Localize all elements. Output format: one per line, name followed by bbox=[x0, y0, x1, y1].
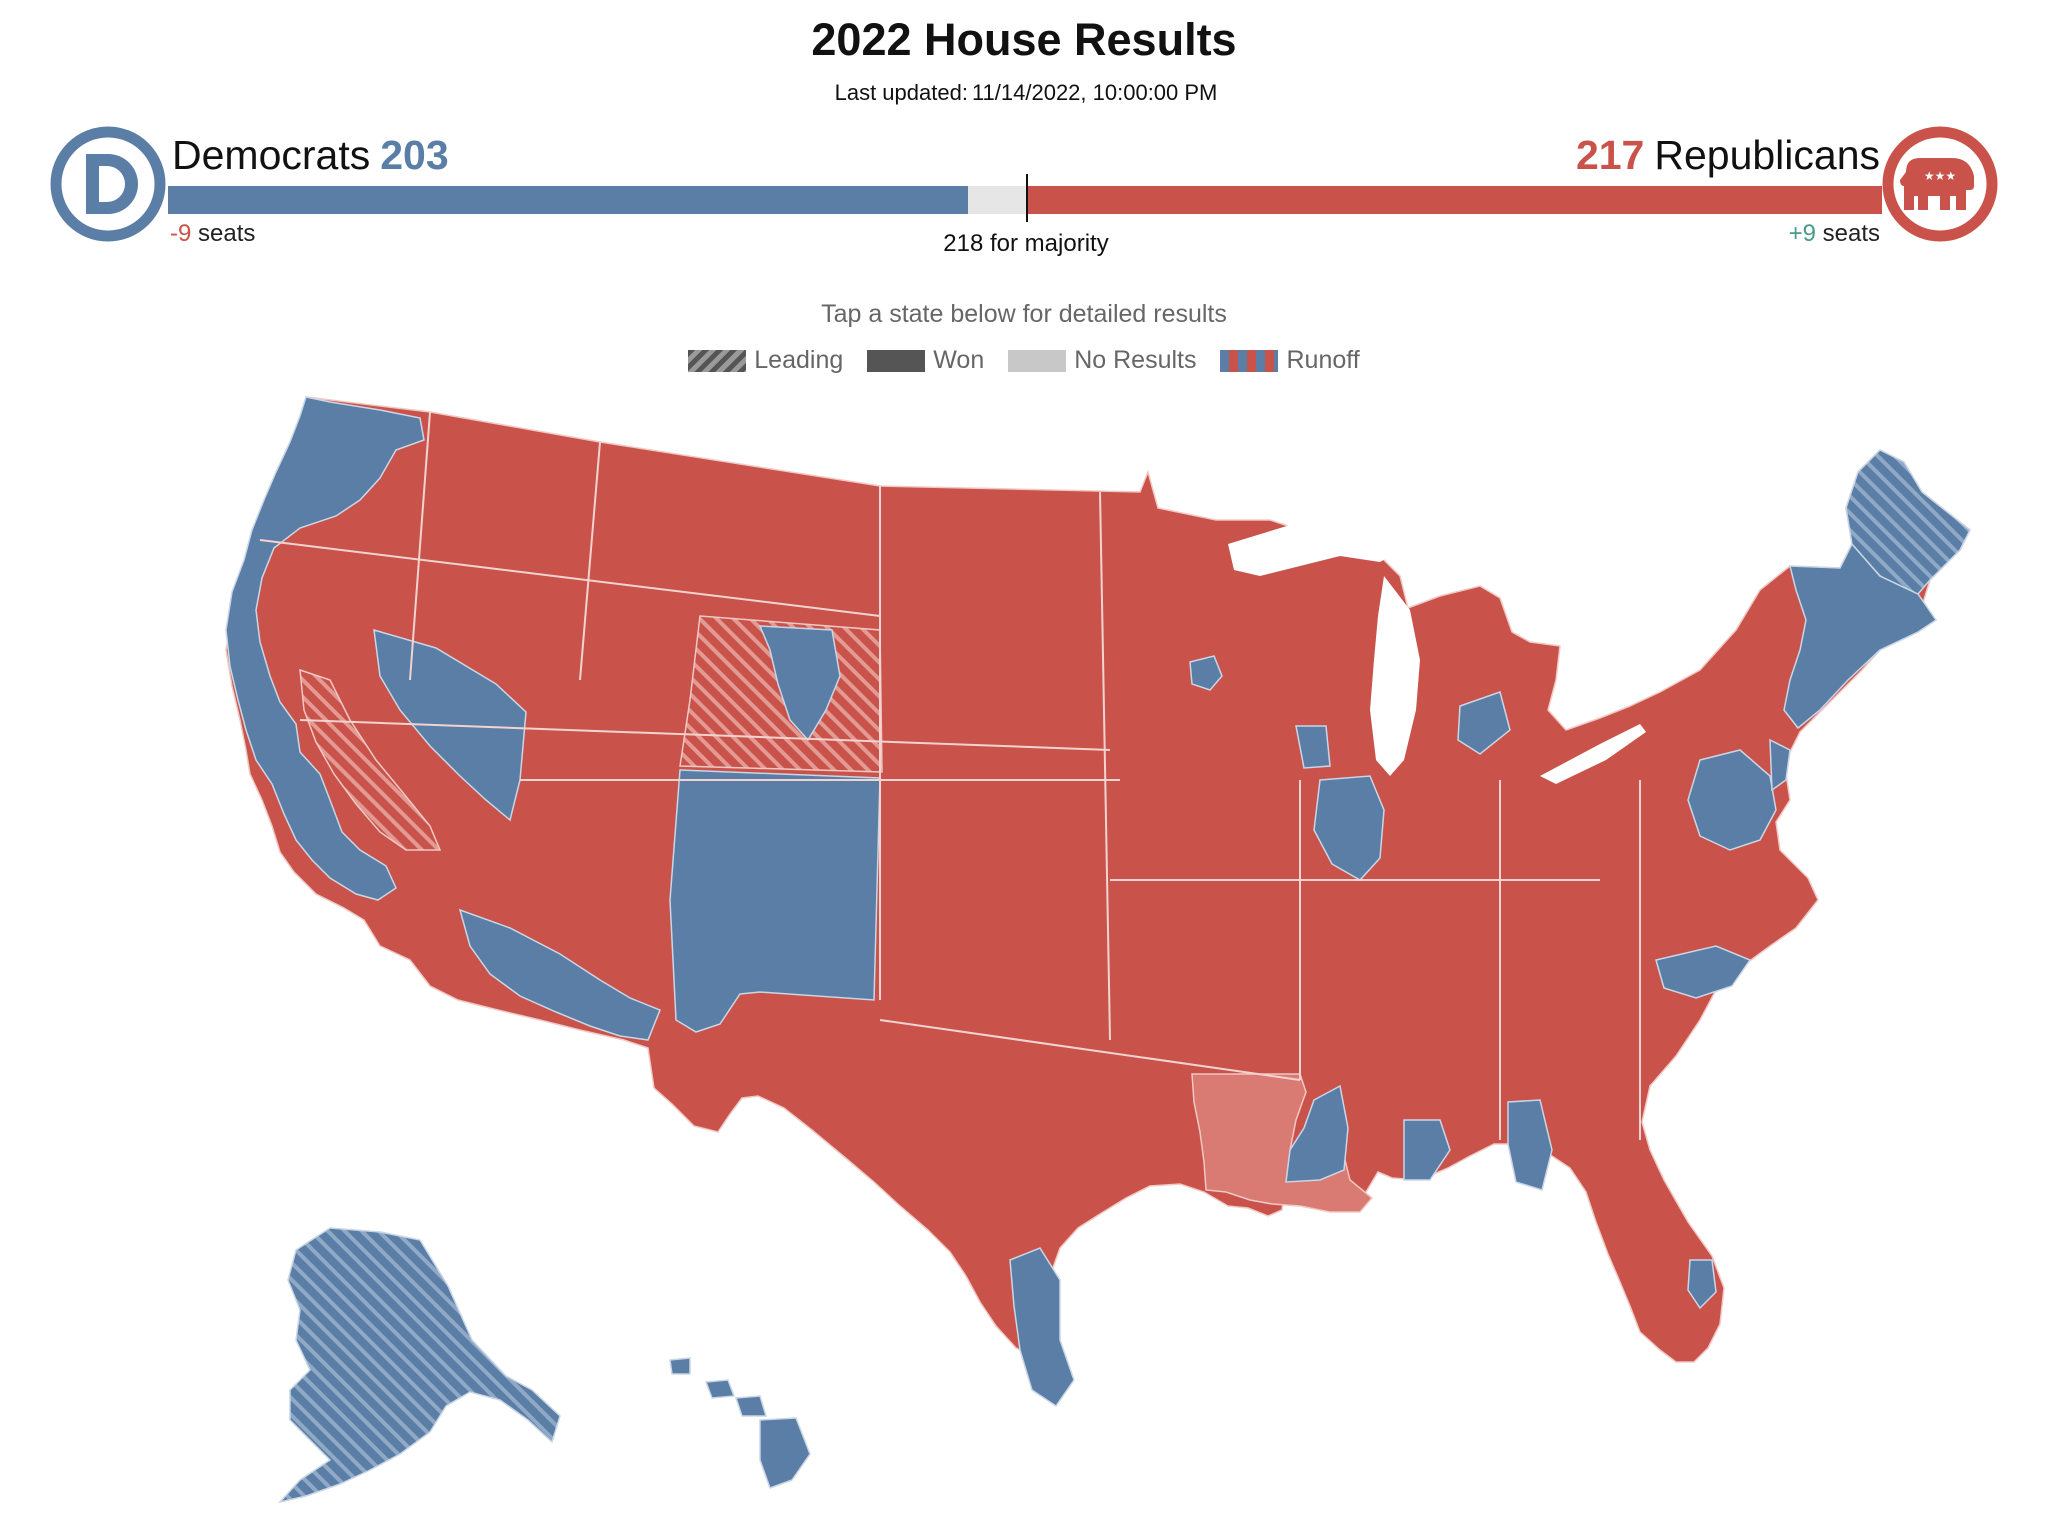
map-region-north-carolina-democrat[interactable] bbox=[1655, 945, 1752, 999]
last-updated-value: 11/14/2022, 10:00:00 PM bbox=[971, 80, 1218, 105]
map-region-detroit-democrat[interactable] bbox=[1457, 691, 1511, 755]
democrat-logo-icon bbox=[50, 126, 166, 242]
map-lake-michigan bbox=[1370, 576, 1420, 776]
republican-seats-bar bbox=[1026, 186, 1882, 214]
map-region-central-california-leading[interactable] bbox=[299, 668, 442, 851]
won-swatch-icon bbox=[867, 349, 926, 372]
democrat-seats-bar bbox=[168, 186, 968, 214]
map-lake-erie bbox=[1540, 724, 1646, 784]
last-updated: Last updated: 11/14/2022, 10:00:00 PM bbox=[0, 80, 2048, 106]
leading-swatch-icon bbox=[688, 349, 747, 372]
map-region-minnesota-metro-democrat[interactable] bbox=[1189, 655, 1223, 691]
legend-item-no-results: No Results bbox=[1008, 346, 1196, 375]
map-region-hawaii-democrat[interactable] bbox=[669, 1357, 811, 1489]
map-region-wisconsin-democrat[interactable] bbox=[1295, 725, 1331, 769]
map-region-new-jersey-democrat[interactable] bbox=[1769, 738, 1791, 792]
democrat-change-unit: seats bbox=[198, 220, 256, 247]
map-region-new-mexico-democrat[interactable] bbox=[669, 769, 881, 1033]
majority-marker bbox=[1026, 174, 1028, 222]
map-region-chicago-democrat[interactable] bbox=[1313, 775, 1385, 881]
map-region-southwest-democrat[interactable] bbox=[458, 908, 661, 1041]
map-instruction: Tap a state below for detailed results bbox=[821, 300, 1227, 328]
map-region-alabama-democrat[interactable] bbox=[1403, 1119, 1451, 1181]
republican-change-unit: seats bbox=[1822, 220, 1880, 247]
last-updated-label: Last updated: bbox=[834, 80, 968, 105]
map-region-west-coast-democrat[interactable] bbox=[225, 396, 425, 901]
democrat-change-value: -9 bbox=[170, 220, 192, 247]
republicans-name: Republicans bbox=[1654, 132, 1880, 178]
legend-item-won: Won bbox=[867, 346, 984, 375]
map-legend: Leading Won No Results Runoff bbox=[0, 346, 2048, 375]
democrat-seat-change: -9 seats bbox=[170, 220, 255, 248]
map-region-interior-republican[interactable] bbox=[225, 396, 1971, 1372]
legend-label-runoff: Runoff bbox=[1286, 346, 1360, 374]
republican-seat-change: +9 seats bbox=[1789, 220, 1880, 248]
republicans-seat-count: 217 bbox=[1575, 132, 1645, 178]
page-title: 2022 House Results bbox=[811, 14, 1237, 65]
map-region-mississippi-delta-democrat[interactable] bbox=[1285, 1084, 1349, 1183]
republican-logo-stars: ★★★ bbox=[1924, 169, 1956, 183]
map-region-georgia-democrat[interactable] bbox=[1507, 1099, 1553, 1191]
legend-item-leading: Leading bbox=[688, 346, 843, 375]
legend-label-won: Won bbox=[933, 346, 985, 374]
us-house-district-map[interactable] bbox=[0, 380, 2048, 1522]
map-region-south-texas-democrat[interactable] bbox=[1009, 1247, 1075, 1408]
legend-item-runoff: Runoff bbox=[1220, 346, 1360, 375]
map-state-borders bbox=[259, 411, 1641, 1140]
legend-label-leading: Leading bbox=[754, 346, 844, 374]
runoff-swatch-icon bbox=[1220, 349, 1279, 372]
map-region-alaska-leading[interactable] bbox=[277, 1227, 561, 1504]
seat-tally-bar bbox=[168, 186, 1882, 214]
map-lake-superior bbox=[1228, 522, 1400, 576]
majority-label: 218 for majority bbox=[943, 230, 1109, 257]
map-region-mid-atlantic-democrat[interactable] bbox=[1687, 749, 1777, 851]
republican-change-value: +9 bbox=[1788, 220, 1816, 247]
democrats-seat-count: 203 bbox=[380, 132, 449, 178]
map-region-florida-democrat[interactable] bbox=[1687, 1259, 1717, 1310]
legend-label-no-results: No Results bbox=[1074, 346, 1197, 374]
democrats-name: Democrats bbox=[172, 132, 371, 178]
map-region-colorado-front-range-democrat[interactable] bbox=[758, 625, 841, 742]
no-results-swatch-icon bbox=[1008, 349, 1067, 372]
republicans-header: 217 Republicans bbox=[1576, 132, 1880, 179]
republican-elephant-logo-icon: ★★★ bbox=[1882, 126, 1998, 242]
democrats-header: Democrats 203 bbox=[172, 132, 449, 179]
map-region-maine-leading[interactable] bbox=[1845, 449, 1971, 595]
